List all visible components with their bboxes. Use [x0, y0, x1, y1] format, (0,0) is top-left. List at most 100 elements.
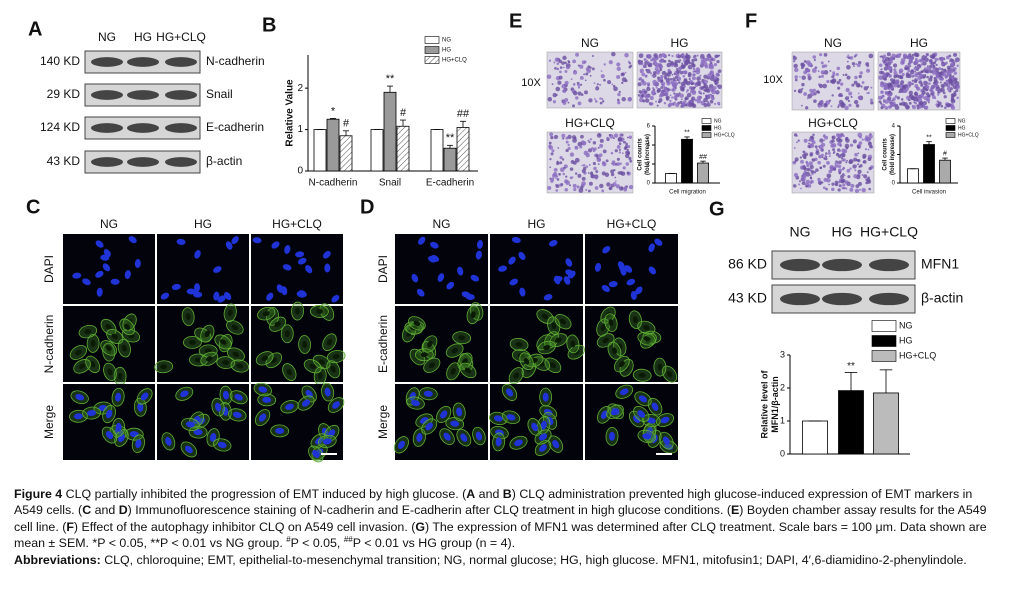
- stained-cell: [558, 173, 561, 176]
- stained-cell: [690, 100, 693, 104]
- stained-cell: [581, 169, 586, 173]
- stained-cell: [912, 74, 915, 77]
- stained-cell: [608, 133, 612, 137]
- stained-cell: [676, 79, 679, 81]
- nucleus: [193, 429, 203, 436]
- stained-cell: [581, 164, 584, 167]
- stained-cell: [652, 76, 655, 79]
- stained-cell: [811, 158, 816, 162]
- stained-cell: [589, 66, 592, 69]
- stained-cell: [934, 57, 938, 62]
- stained-cell: [686, 80, 691, 86]
- stained-cell: [956, 96, 959, 100]
- stained-cell: [565, 148, 569, 153]
- stained-cell: [706, 102, 711, 107]
- stained-cell: [793, 89, 797, 93]
- stained-cell: [565, 140, 569, 144]
- stained-cell: [916, 104, 919, 107]
- stained-cell: [572, 90, 578, 96]
- nucleus: [96, 287, 103, 297]
- stained-cell: [588, 140, 591, 144]
- stained-cell: [570, 78, 573, 81]
- stained-cell: [583, 150, 589, 156]
- nucleus: [331, 294, 340, 303]
- significance-mark: *: [331, 105, 336, 117]
- stained-cell: [927, 98, 930, 101]
- stained-cell: [652, 79, 657, 85]
- nucleus-shadow: [315, 309, 323, 314]
- nucleus: [540, 420, 547, 430]
- nucleus: [646, 417, 656, 424]
- nucleus: [619, 388, 629, 396]
- stained-cell: [868, 166, 872, 171]
- stained-cell: [677, 53, 680, 56]
- stained-cell: [562, 55, 567, 61]
- stained-cell: [553, 167, 558, 172]
- stained-cell: [597, 146, 600, 149]
- nucleus: [635, 286, 643, 295]
- stained-cell: [841, 168, 845, 171]
- stained-cell: [692, 73, 696, 77]
- micrograph: [157, 234, 249, 304]
- stained-cell: [809, 181, 813, 185]
- stained-cell: [579, 83, 583, 86]
- stained-cell: [806, 163, 810, 168]
- stained-cell: [613, 86, 618, 92]
- stained-cell: [824, 135, 829, 140]
- molecular-weight: 124 KD: [40, 120, 80, 134]
- stained-cell: [846, 169, 851, 173]
- stained-cell: [799, 156, 803, 159]
- stained-cell: [820, 104, 824, 108]
- nucleus-shadow: [611, 347, 618, 355]
- stained-cell: [844, 73, 848, 77]
- stained-cell: [598, 153, 603, 157]
- stained-cell: [855, 63, 858, 66]
- stained-cell: [577, 64, 580, 67]
- stained-cell: [588, 181, 593, 186]
- stained-cell: [642, 65, 645, 68]
- legend-label: HG: [899, 335, 913, 345]
- stained-cell: [658, 59, 663, 63]
- stained-cell: [681, 70, 685, 74]
- stained-cell: [696, 95, 702, 101]
- stained-cell: [588, 98, 593, 103]
- stained-cell: [678, 81, 681, 84]
- stained-cell: [838, 104, 840, 107]
- nucleus: [651, 402, 659, 411]
- stained-cell: [575, 96, 579, 100]
- stained-cell: [709, 93, 712, 96]
- nucleus-shadow: [427, 340, 433, 348]
- stained-cell: [864, 148, 868, 151]
- stained-cell: [621, 97, 626, 102]
- stained-cell: [899, 83, 902, 86]
- blot-band: [165, 123, 197, 133]
- stained-cell: [884, 91, 888, 95]
- blot-band: [822, 292, 862, 306]
- nucleus: [495, 437, 502, 447]
- stained-cell: [621, 81, 624, 85]
- nucleus-shadow: [232, 351, 240, 358]
- stained-cell: [805, 179, 811, 185]
- stained-cell: [829, 79, 834, 84]
- nucleus: [295, 251, 305, 258]
- bar: [326, 118, 340, 172]
- stained-cell: [561, 158, 565, 161]
- stained-cell: [714, 102, 717, 105]
- nucleus-shadow: [302, 340, 307, 348]
- stained-cell: [593, 174, 599, 180]
- caption-text: ) Boyden chamber assay results for the A…: [14, 503, 987, 534]
- nucleus: [514, 439, 523, 447]
- blot-band: [127, 157, 159, 167]
- stained-cell: [651, 90, 656, 95]
- stained-cell: [712, 74, 715, 77]
- significance-mark: **: [386, 73, 395, 85]
- stained-cell: [835, 160, 838, 163]
- stained-cell: [558, 59, 563, 64]
- blot-band: [91, 123, 123, 133]
- stained-cell: [836, 66, 841, 71]
- nucleus: [115, 392, 122, 402]
- stained-cell: [671, 102, 675, 106]
- stained-cell: [563, 66, 565, 69]
- molecular-weight: 43 KD: [728, 290, 767, 306]
- stained-cell: [644, 98, 650, 103]
